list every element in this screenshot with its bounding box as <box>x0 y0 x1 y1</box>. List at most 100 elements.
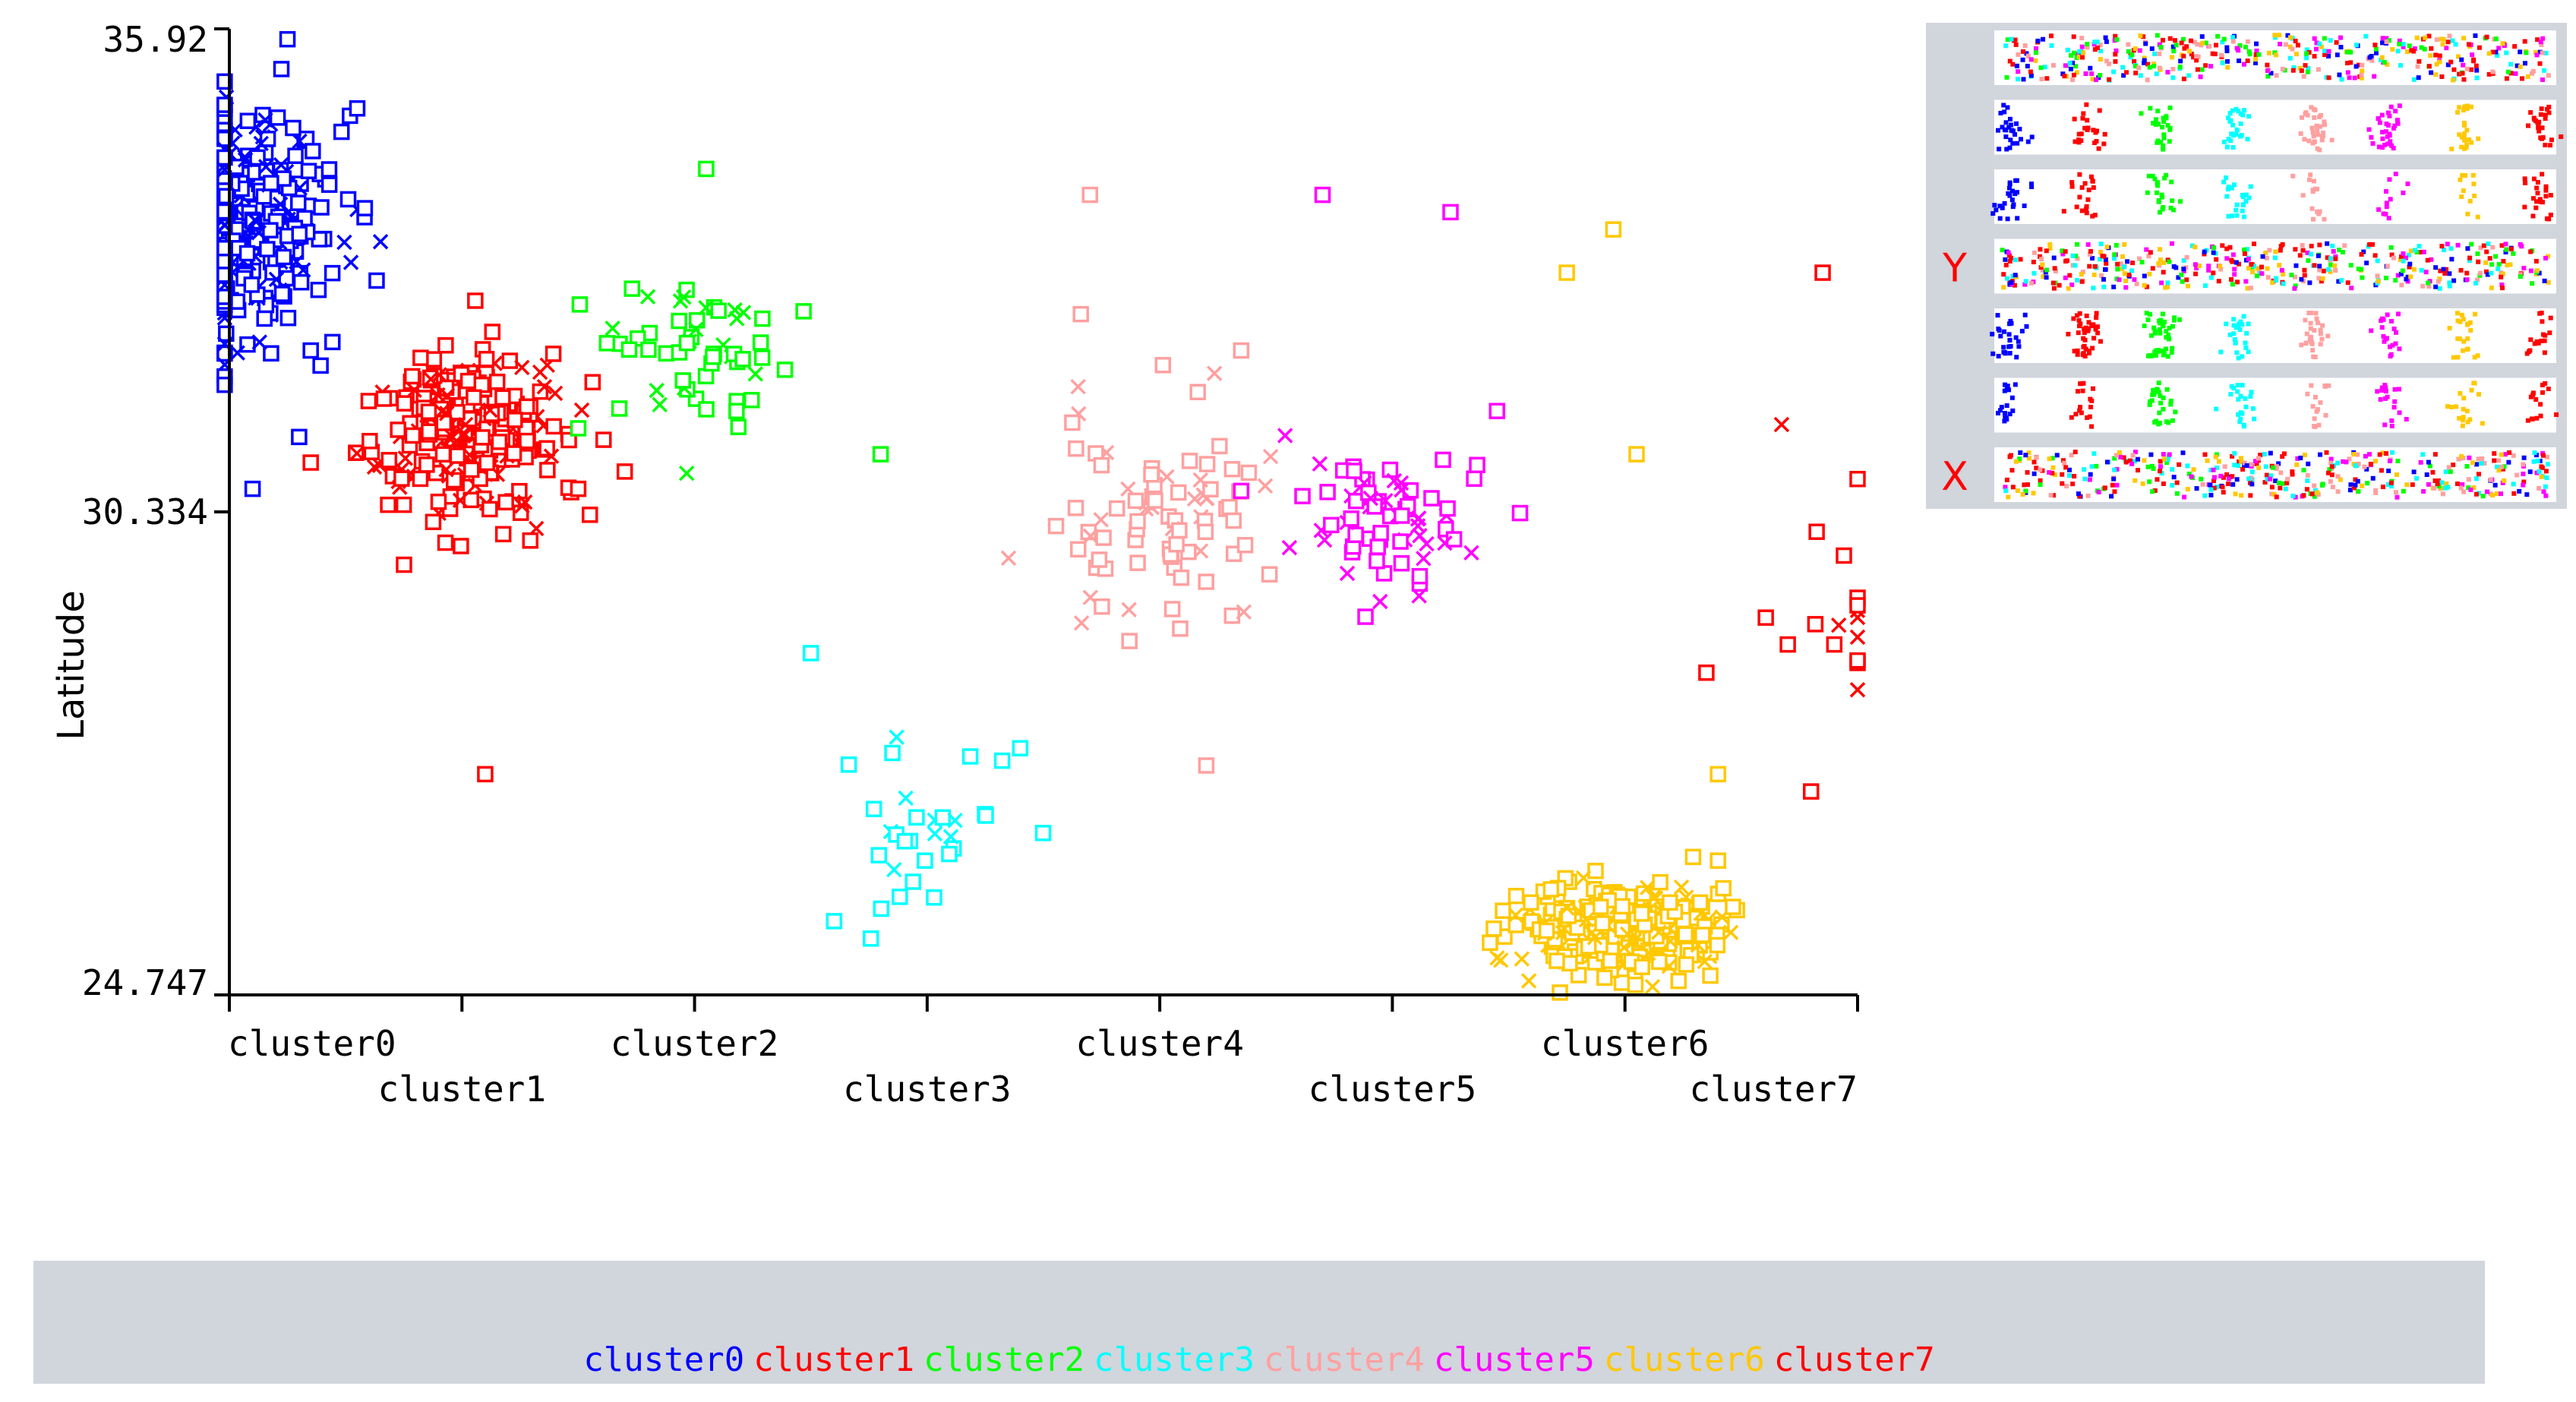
matrix-dot <box>2432 485 2437 491</box>
matrix-dot <box>2322 216 2327 222</box>
matrix-dot <box>2471 182 2477 187</box>
data-point-cluster2 <box>747 366 763 382</box>
matrix-dot <box>2185 487 2190 492</box>
matrix-dot <box>2385 312 2390 317</box>
matrix-dot <box>2401 42 2406 47</box>
matrix-dot <box>2380 145 2385 150</box>
matrix-dot <box>2061 458 2066 463</box>
legend-item-cluster6[interactable]: cluster6 <box>1603 1340 1765 1379</box>
matrix-dot <box>2007 58 2012 64</box>
matrix-dot <box>2224 256 2230 261</box>
matrix-dot <box>2085 118 2090 123</box>
matrix-dot <box>2464 142 2470 147</box>
data-point-cluster2 <box>872 446 889 463</box>
legend-item-cluster0[interactable]: cluster0 <box>583 1340 745 1379</box>
matrix-dot <box>2310 189 2316 194</box>
data-point-cluster1 <box>584 374 601 390</box>
data-point-cluster1 <box>425 513 442 531</box>
matrix-dot <box>2537 458 2543 463</box>
data-point-cluster3 <box>904 873 921 890</box>
matrix-dot <box>2041 36 2046 42</box>
matrix-dot <box>2499 243 2505 248</box>
legend-item-cluster1[interactable]: cluster1 <box>753 1340 915 1379</box>
matrix-dot <box>2547 330 2552 336</box>
data-point-cluster2 <box>735 305 752 321</box>
matrix-dot <box>2052 472 2057 478</box>
data-point-cluster2 <box>776 362 794 378</box>
legend-item-cluster4[interactable]: cluster4 <box>1264 1340 1425 1379</box>
matrix-dot <box>2167 105 2173 110</box>
matrix-cell[interactable] <box>1994 377 2556 433</box>
matrix-dot <box>2091 128 2096 133</box>
y-tick-label: 24.747 <box>82 962 208 1003</box>
matrix-dot <box>2082 476 2088 482</box>
matrix-dot <box>2461 77 2467 82</box>
matrix-dot <box>2249 482 2255 487</box>
matrix-dot <box>2542 338 2547 343</box>
matrix-dot <box>2540 77 2546 83</box>
matrix-dot <box>2110 482 2115 488</box>
matrix-dot <box>2303 317 2308 323</box>
matrix-dot <box>2446 465 2451 470</box>
matrix-dot <box>2477 273 2483 278</box>
data-point-cluster5 <box>1357 608 1374 625</box>
matrix-dot <box>2161 481 2166 486</box>
matrix-axis-label-y: Y <box>1942 246 1967 292</box>
data-point-cluster1 <box>444 428 459 444</box>
matrix-dot <box>2003 134 2009 140</box>
data-point-cluster5 <box>1381 461 1399 478</box>
matrix-dot <box>2016 69 2021 74</box>
legend-item-cluster2[interactable]: cluster2 <box>923 1340 1085 1379</box>
matrix-dot <box>2232 272 2237 277</box>
matrix-dot <box>2242 463 2247 468</box>
matrix-dot <box>2554 412 2559 417</box>
matrix-dot <box>2532 176 2537 182</box>
matrix-dot <box>2238 111 2243 116</box>
matrix-panel[interactable]: YX <box>1926 23 2567 509</box>
matrix-dot <box>2007 182 2012 187</box>
matrix-dot <box>2451 355 2456 360</box>
matrix-dot <box>2437 286 2442 291</box>
data-point-cluster4 <box>1000 550 1017 567</box>
matrix-dot <box>2389 423 2394 428</box>
matrix-dot <box>2461 317 2466 322</box>
matrix-dot <box>2347 456 2352 462</box>
data-point-cluster1 <box>434 446 452 463</box>
legend-item-cluster5[interactable]: cluster5 <box>1433 1340 1595 1379</box>
matrix-dot <box>2464 128 2470 133</box>
matrix-dot <box>2214 257 2219 262</box>
data-point-cluster7 <box>1757 609 1774 626</box>
matrix-dot <box>2464 409 2470 414</box>
matrix-cell[interactable] <box>1994 238 2556 294</box>
matrix-dot <box>2170 324 2175 329</box>
matrix-dot <box>2048 33 2054 39</box>
matrix-dot <box>2121 455 2126 460</box>
matrix-dot <box>2477 45 2482 50</box>
y-tick-label: 35.92 <box>103 19 208 60</box>
matrix-dot <box>2180 450 2186 456</box>
matrix-dot <box>2235 279 2240 285</box>
matrix-dot <box>2103 267 2108 272</box>
matrix-dot <box>2082 181 2088 186</box>
matrix-dot <box>2157 410 2162 415</box>
matrix-dot <box>2148 250 2153 255</box>
matrix-dot <box>2182 46 2187 51</box>
data-point-cluster2 <box>678 334 696 352</box>
matrix-dot <box>2444 46 2449 51</box>
matrix-dot <box>2006 185 2012 191</box>
matrix-dot <box>2208 482 2213 488</box>
data-point-cluster1 <box>466 389 482 406</box>
data-point-cluster4 <box>1067 500 1084 516</box>
matrix-dot <box>2478 245 2483 251</box>
data-point-cluster4 <box>1198 757 1215 774</box>
matrix-dot <box>2010 204 2016 210</box>
matrix-dot <box>2249 469 2255 475</box>
legend-item-cluster3[interactable]: cluster3 <box>1094 1340 1255 1379</box>
matrix-dot <box>2426 33 2432 39</box>
matrix-dot <box>2168 402 2174 407</box>
matrix-dot <box>2079 185 2085 190</box>
matrix-dot <box>2008 137 2013 143</box>
legend-item-cluster7[interactable]: cluster7 <box>1773 1340 1935 1379</box>
